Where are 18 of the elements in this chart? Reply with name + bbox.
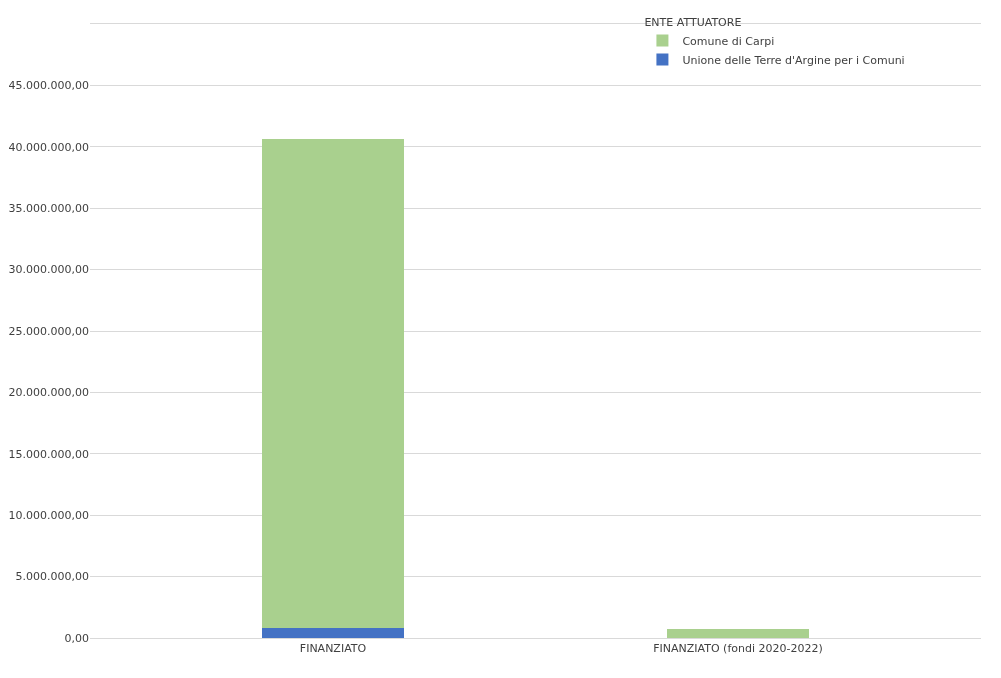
bar [262, 139, 404, 629]
x-tick-label: FINANZIATO (fondi 2020-2022) [653, 642, 823, 656]
legend-label: Unione delle Terre d'Argine per i Comuni [682, 53, 905, 67]
legend-title: ENTE ATTUATORE [644, 16, 742, 30]
x-tick-label: FINANZIATO [299, 642, 367, 656]
y-tick-label: 15.000.000,00 [8, 447, 89, 461]
y-tick-label: 30.000.000,00 [8, 263, 89, 277]
y-tick-label: 20.000.000,00 [8, 386, 89, 400]
y-tick-label: 10.000.000,00 [8, 509, 89, 523]
y-tick-label: 35.000.000,00 [8, 202, 89, 216]
y-tick-label: 40.000.000,00 [8, 140, 89, 154]
y-tick-label: 5.000.000,00 [15, 570, 89, 584]
y-tick-label: 45.000.000,00 [8, 79, 89, 93]
y-tick-label: 25.000.000,00 [8, 324, 89, 338]
bar [262, 628, 404, 638]
bar [667, 629, 809, 638]
y-tick-label: 0,00 [64, 631, 89, 645]
legend-label: Comune di Carpi [682, 34, 775, 48]
